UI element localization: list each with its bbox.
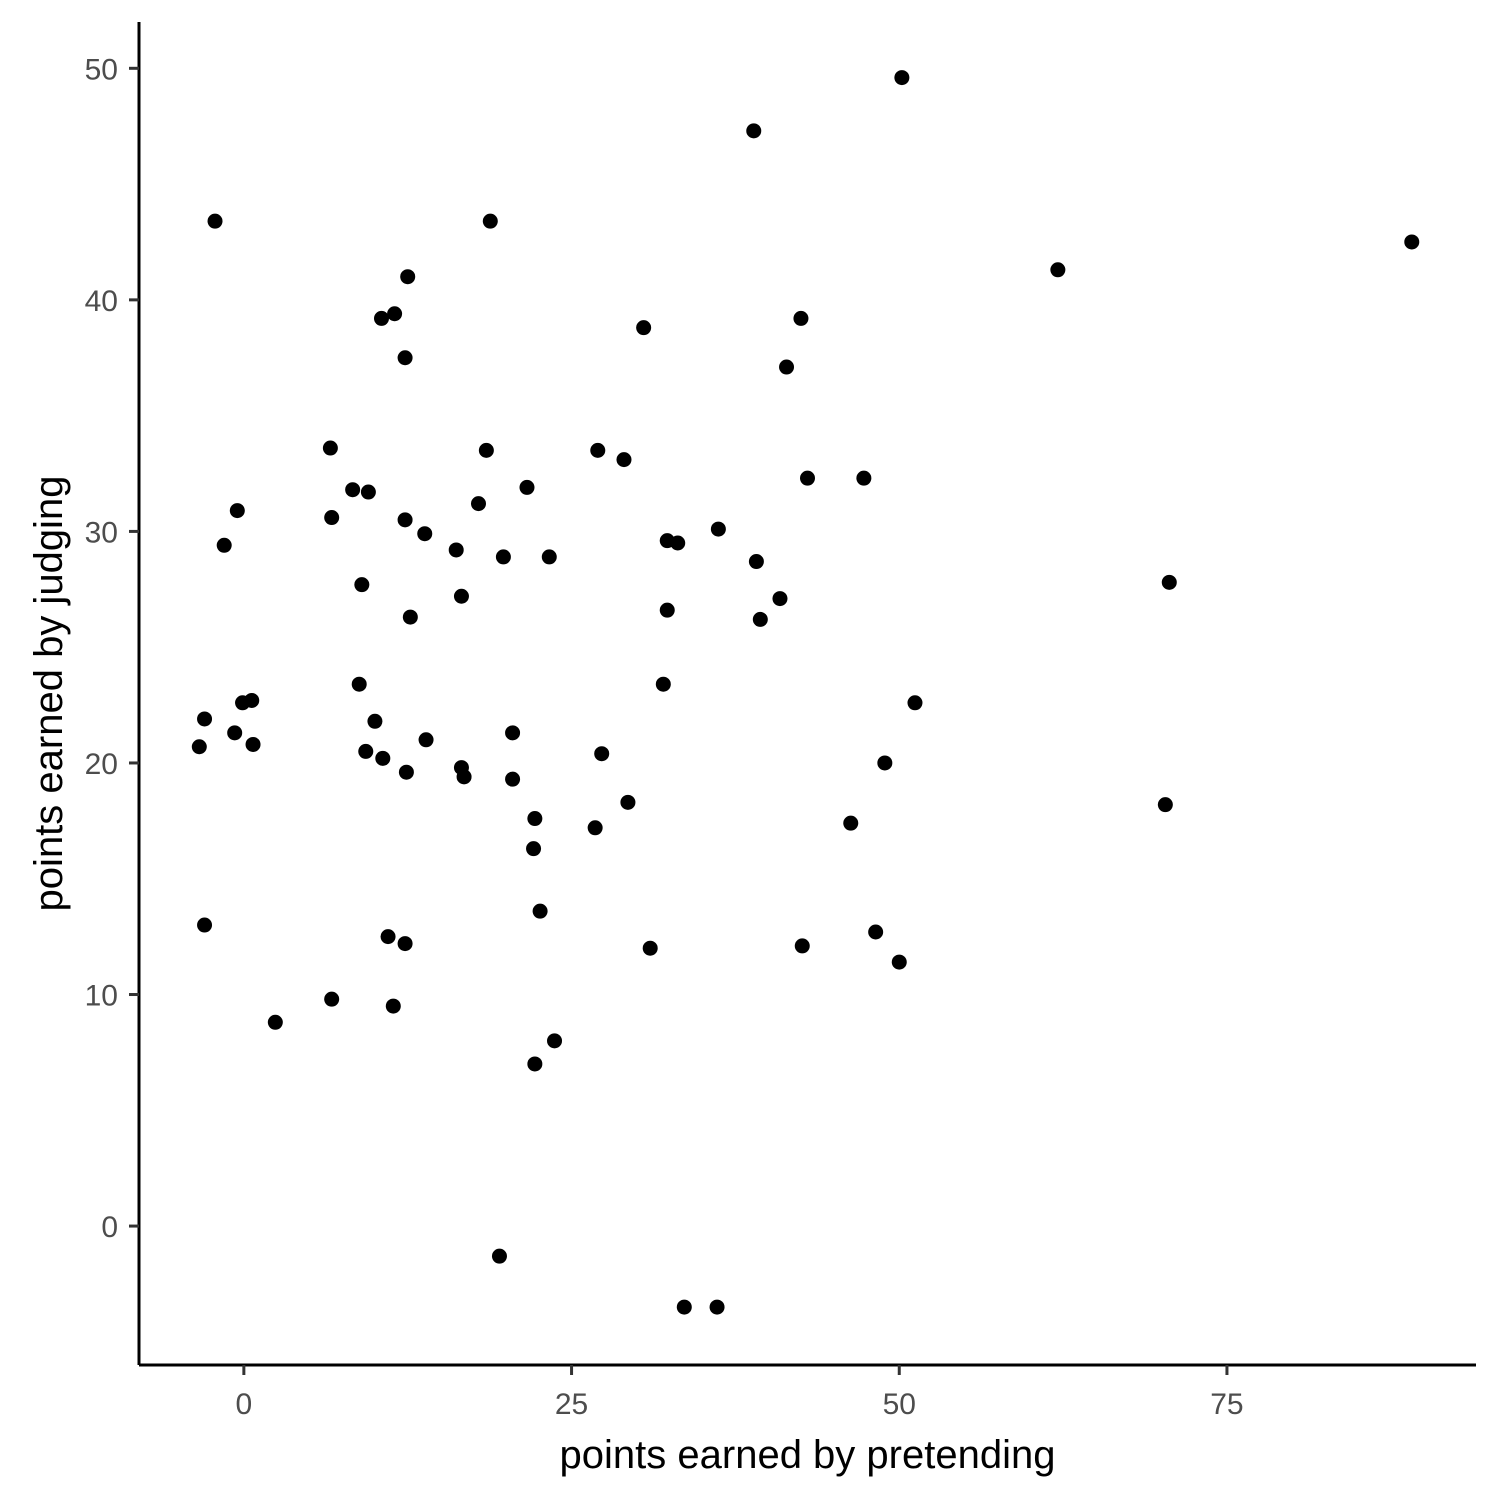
data-point [448, 542, 464, 558]
y-tick-label: 40 [85, 285, 118, 318]
data-point [495, 549, 511, 565]
data-point [748, 554, 764, 570]
data-point [244, 692, 260, 708]
data-point [620, 794, 636, 810]
data-point [417, 526, 433, 542]
data-point [772, 591, 788, 607]
data-point [351, 676, 367, 692]
data-point [526, 841, 542, 857]
data-point [380, 929, 396, 945]
x-tick-label: 0 [236, 1388, 253, 1421]
y-tick-label: 10 [85, 980, 118, 1013]
y-tick-label: 50 [85, 53, 118, 86]
data-point [616, 452, 632, 468]
data-point [527, 811, 543, 827]
data-point [868, 924, 884, 940]
data-point [397, 936, 413, 952]
data-point [1161, 574, 1177, 590]
data-point [324, 991, 340, 1007]
data-point [655, 676, 671, 692]
data-point [527, 1056, 543, 1072]
data-point [505, 771, 521, 787]
data-point [345, 482, 361, 498]
data-point [418, 732, 434, 748]
data-point [197, 711, 213, 727]
data-point [505, 725, 521, 741]
data-point [491, 1248, 507, 1264]
data-point [402, 609, 418, 625]
data-point [245, 736, 261, 752]
data-point [659, 602, 675, 618]
data-point [354, 577, 370, 593]
data-point [541, 549, 557, 565]
data-point [794, 938, 810, 954]
data-point [358, 743, 374, 759]
data-point [227, 725, 243, 741]
data-point [398, 764, 414, 780]
y-tick-label: 20 [85, 748, 118, 781]
data-point [547, 1033, 563, 1049]
data-point [676, 1299, 692, 1315]
x-tick-label: 25 [555, 1388, 588, 1421]
data-point [636, 320, 652, 336]
points-layer [191, 70, 1420, 1315]
data-point [373, 310, 389, 326]
data-point [907, 695, 923, 711]
data-point [519, 479, 535, 495]
data-point [478, 442, 494, 458]
data-point [709, 1299, 725, 1315]
data-point [1157, 797, 1173, 813]
data-point [752, 611, 768, 627]
data-point [456, 769, 472, 785]
data-point [375, 750, 391, 766]
data-point [877, 755, 893, 771]
data-point [590, 442, 606, 458]
ticks-layer: 0 25 50 75 0 10 20 30 40 50 [85, 53, 1244, 1421]
data-point [470, 496, 486, 512]
data-point [360, 484, 376, 500]
data-point [197, 917, 213, 933]
data-point [843, 815, 859, 831]
data-point [207, 213, 223, 229]
data-point [367, 713, 383, 729]
data-point [385, 998, 401, 1014]
data-point [793, 310, 809, 326]
data-point [453, 588, 469, 604]
data-point [397, 512, 413, 528]
data-point [400, 269, 416, 285]
data-point [482, 213, 498, 229]
data-point [779, 359, 795, 375]
x-axis-title: points earned by pretending [560, 1433, 1056, 1477]
data-point [587, 820, 603, 836]
data-point [387, 306, 403, 322]
data-point [229, 503, 245, 519]
data-point [891, 954, 907, 970]
y-tick-label: 30 [85, 516, 118, 549]
x-tick-label: 75 [1210, 1388, 1243, 1421]
data-point [856, 470, 872, 486]
data-point [594, 746, 610, 762]
data-point [324, 510, 340, 526]
data-point [710, 521, 726, 537]
data-point [670, 535, 686, 551]
data-point [532, 903, 548, 919]
data-point [642, 940, 658, 956]
data-point [397, 350, 413, 366]
data-point [322, 440, 338, 456]
x-tick-label: 50 [883, 1388, 916, 1421]
y-tick-label: 0 [101, 1211, 118, 1244]
data-point [894, 70, 910, 86]
data-point [800, 470, 815, 486]
data-point [746, 123, 762, 139]
data-point [216, 537, 232, 553]
data-point [1404, 234, 1420, 250]
axes-layer [137, 22, 1476, 1367]
y-axis-title: points earned by judging [27, 476, 71, 912]
data-point [191, 739, 207, 755]
data-point [267, 1014, 283, 1030]
data-point [1050, 262, 1066, 278]
